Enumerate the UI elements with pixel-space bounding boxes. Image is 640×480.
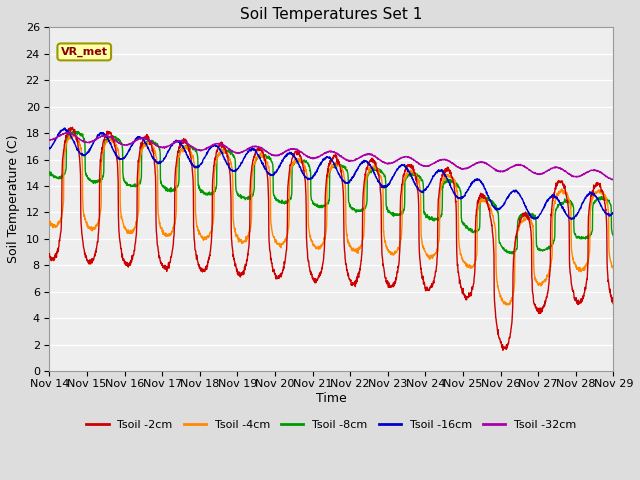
Legend: Tsoil -2cm, Tsoil -4cm, Tsoil -8cm, Tsoil -16cm, Tsoil -32cm: Tsoil -2cm, Tsoil -4cm, Tsoil -8cm, Tsoi… — [82, 415, 581, 434]
Y-axis label: Soil Temperature (C): Soil Temperature (C) — [7, 135, 20, 264]
X-axis label: Time: Time — [316, 392, 347, 405]
Title: Soil Temperatures Set 1: Soil Temperatures Set 1 — [240, 7, 422, 22]
Text: VR_met: VR_met — [61, 47, 108, 57]
